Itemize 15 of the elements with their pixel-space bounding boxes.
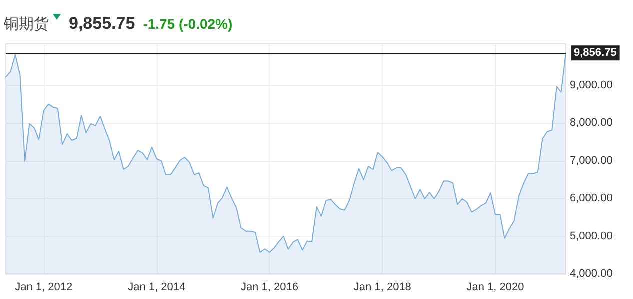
y-tick-label: 5,000.00 xyxy=(570,230,613,242)
y-tick-label: 6,000.00 xyxy=(570,192,613,205)
x-tick-label: Jan 1, 2012 xyxy=(15,282,73,294)
y-tick-label: 4,000.00 xyxy=(570,268,613,280)
chart-title: 铜期货 xyxy=(4,14,49,34)
x-tick-label: Jan 1, 2018 xyxy=(354,282,412,294)
ref-line-label: 9,856.75 xyxy=(574,47,617,60)
x-tick-label: Jan 1, 2016 xyxy=(240,282,298,294)
y-tick-label: 9,000.00 xyxy=(570,79,613,92)
y-tick-label: 8,000.00 xyxy=(570,117,613,130)
y-tick-label: 7,000.00 xyxy=(570,154,613,167)
chart-subtitle: 9,855.75 xyxy=(69,14,136,34)
x-tick-label: Jan 1, 2020 xyxy=(466,282,524,294)
text: -1.75 (-0.02%) xyxy=(143,16,233,32)
x-tick-label: Jan 1, 2014 xyxy=(128,282,186,294)
